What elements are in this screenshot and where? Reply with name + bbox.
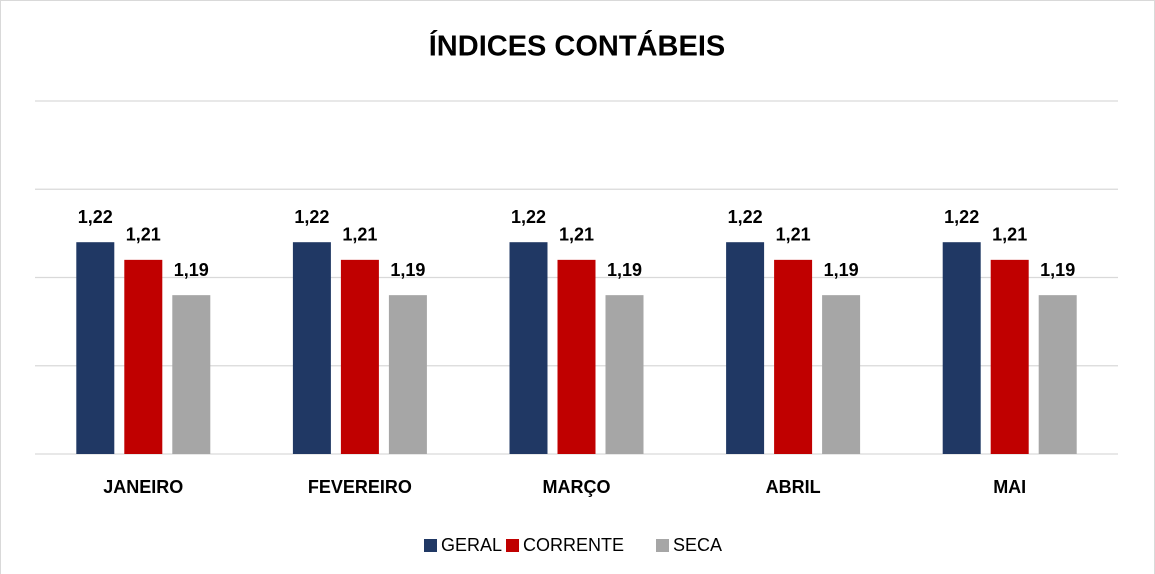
x-tick-label: MARÇO [543, 477, 611, 497]
x-tick-label: MAI [993, 477, 1026, 497]
bar [942, 242, 981, 454]
data-label: 1,19 [390, 260, 425, 280]
bar [76, 242, 115, 454]
bar [822, 295, 861, 454]
data-label: 1,22 [511, 207, 546, 227]
legend-label: CORRENTE [523, 535, 624, 555]
bar [509, 242, 548, 454]
bar [557, 259, 596, 454]
data-label: 1,22 [944, 207, 979, 227]
bar [388, 295, 427, 454]
data-label: 1,21 [992, 225, 1027, 245]
x-tick-label: ABRIL [766, 477, 821, 497]
bar [726, 242, 765, 454]
legend-swatch [424, 539, 437, 552]
data-label: 1,21 [342, 225, 377, 245]
x-tick-label: FEVEREIRO [308, 477, 412, 497]
bar [1038, 295, 1077, 454]
data-label: 1,21 [126, 225, 161, 245]
bar [774, 259, 813, 454]
data-label: 1,19 [174, 260, 209, 280]
legend-label: SECA [673, 535, 722, 555]
bar [340, 259, 379, 454]
data-label: 1,22 [294, 207, 329, 227]
data-label: 1,22 [728, 207, 763, 227]
data-label: 1,21 [776, 225, 811, 245]
data-label: 1,21 [559, 225, 594, 245]
data-label: 1,22 [78, 207, 113, 227]
bar [124, 259, 163, 454]
x-tick-label: JANEIRO [103, 477, 183, 497]
bar [292, 242, 331, 454]
chart-title: ÍNDICES CONTÁBEIS [429, 29, 725, 63]
data-label: 1,19 [824, 260, 859, 280]
legend-label: GERAL [441, 535, 502, 555]
data-label: 1,19 [1040, 260, 1075, 280]
bar [172, 295, 211, 454]
data-label: 1,19 [607, 260, 642, 280]
bar [990, 259, 1029, 454]
legend-swatch [506, 539, 519, 552]
legend-swatch [656, 539, 669, 552]
bar [605, 295, 644, 454]
